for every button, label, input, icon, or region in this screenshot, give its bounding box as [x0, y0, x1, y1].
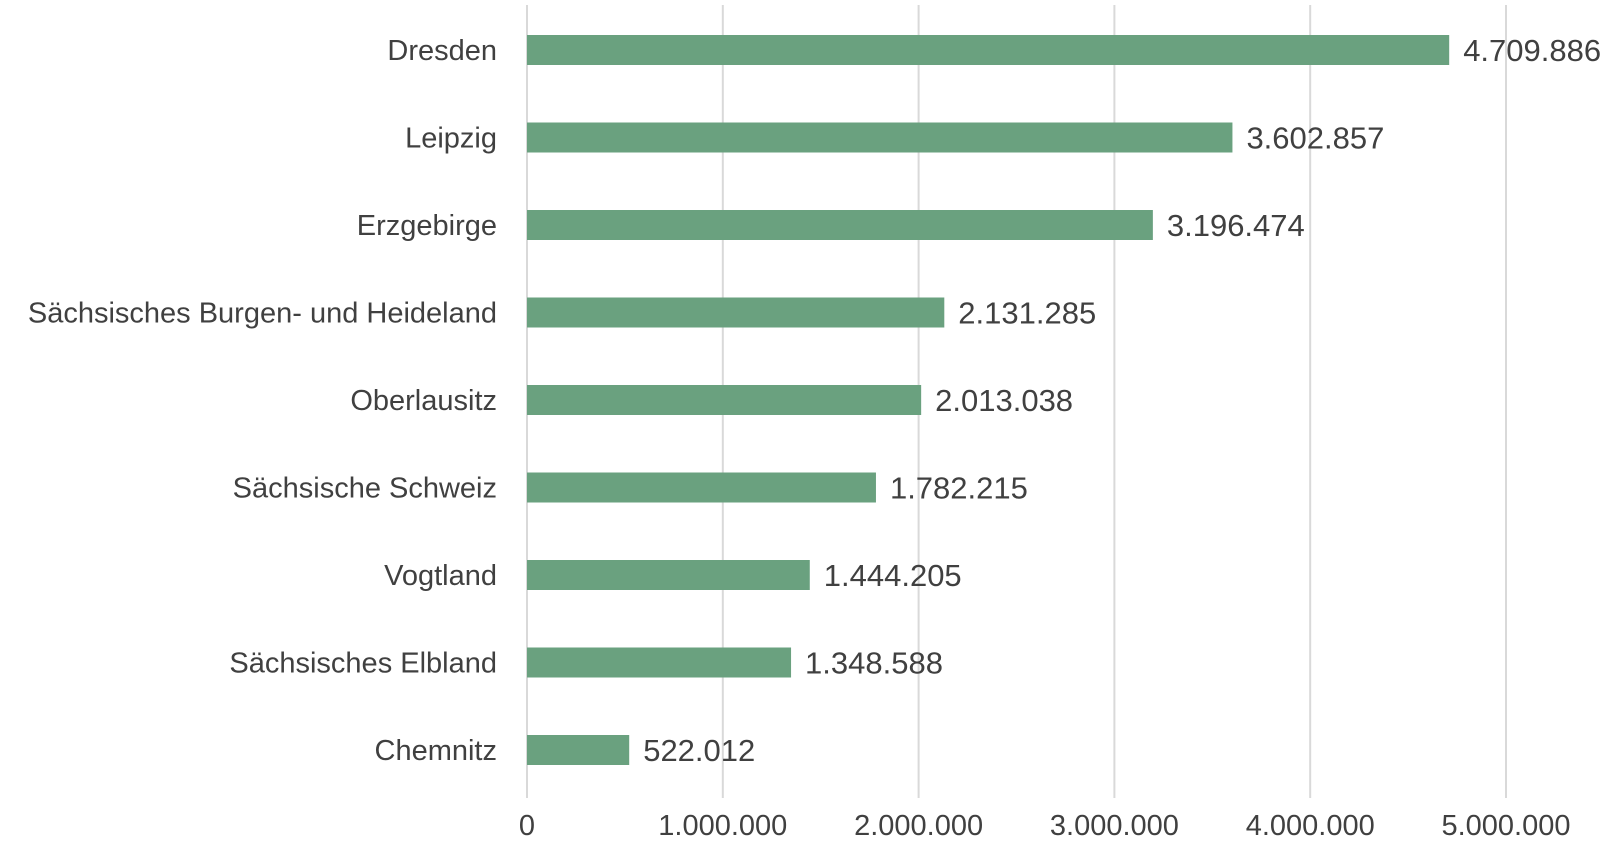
category-label: Chemnitz — [375, 735, 498, 767]
bar — [527, 385, 922, 415]
data-label: 2.013.038 — [935, 383, 1073, 418]
category-label: Dresden — [387, 35, 497, 67]
bar — [527, 472, 876, 503]
bar — [527, 735, 630, 765]
category-label: Oberlausitz — [350, 385, 497, 417]
bars — [527, 35, 1450, 765]
data-labels: 4.709.886 3.602.857 3.196.474 2.131.285 2.01… — [643, 33, 1601, 768]
bar — [527, 122, 1233, 153]
category-labels: Dresden Leipzig Erzgebirge Sächsisches Burg… — [28, 35, 497, 767]
x-tick-label: 4.000.000 — [1246, 810, 1375, 842]
x-axis-tick-labels: 0 1.000.000 2.000.000 3.000.000 4.000.000 5.0… — [519, 810, 1571, 842]
category-label: Vogtland — [384, 560, 497, 592]
category-label: Sächsisches Burgen- und Heideland — [28, 298, 497, 330]
x-tick-label: 3.000.000 — [1050, 810, 1179, 842]
bar — [527, 210, 1153, 240]
data-label: 1.348.588 — [805, 646, 943, 681]
data-label: 4.709.886 — [1463, 33, 1601, 68]
bar — [527, 647, 792, 678]
category-label: Leipzig — [405, 123, 497, 155]
data-label: 1.444.205 — [824, 558, 962, 593]
data-label: 3.196.474 — [1167, 208, 1305, 243]
data-label: 522.012 — [643, 733, 755, 768]
x-tick-label: 1.000.000 — [658, 810, 787, 842]
data-label: 2.131.285 — [958, 296, 1096, 331]
category-label: Sächsische Schweiz — [233, 473, 497, 505]
bar — [527, 560, 810, 590]
bar — [527, 35, 1450, 65]
category-label: Sächsisches Elbland — [229, 648, 497, 680]
data-label: 3.602.857 — [1246, 121, 1384, 156]
x-tick-label: 0 — [519, 810, 535, 842]
x-tick-label: 5.000.000 — [1441, 810, 1570, 842]
bar — [527, 297, 945, 328]
data-label: 1.782.215 — [890, 471, 1028, 506]
x-tick-label: 2.000.000 — [854, 810, 983, 842]
category-label: Erzgebirge — [357, 210, 497, 242]
